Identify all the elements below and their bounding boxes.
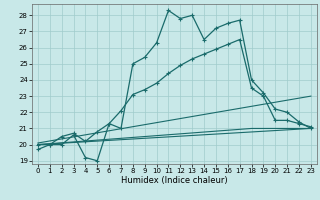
X-axis label: Humidex (Indice chaleur): Humidex (Indice chaleur) <box>121 176 228 185</box>
